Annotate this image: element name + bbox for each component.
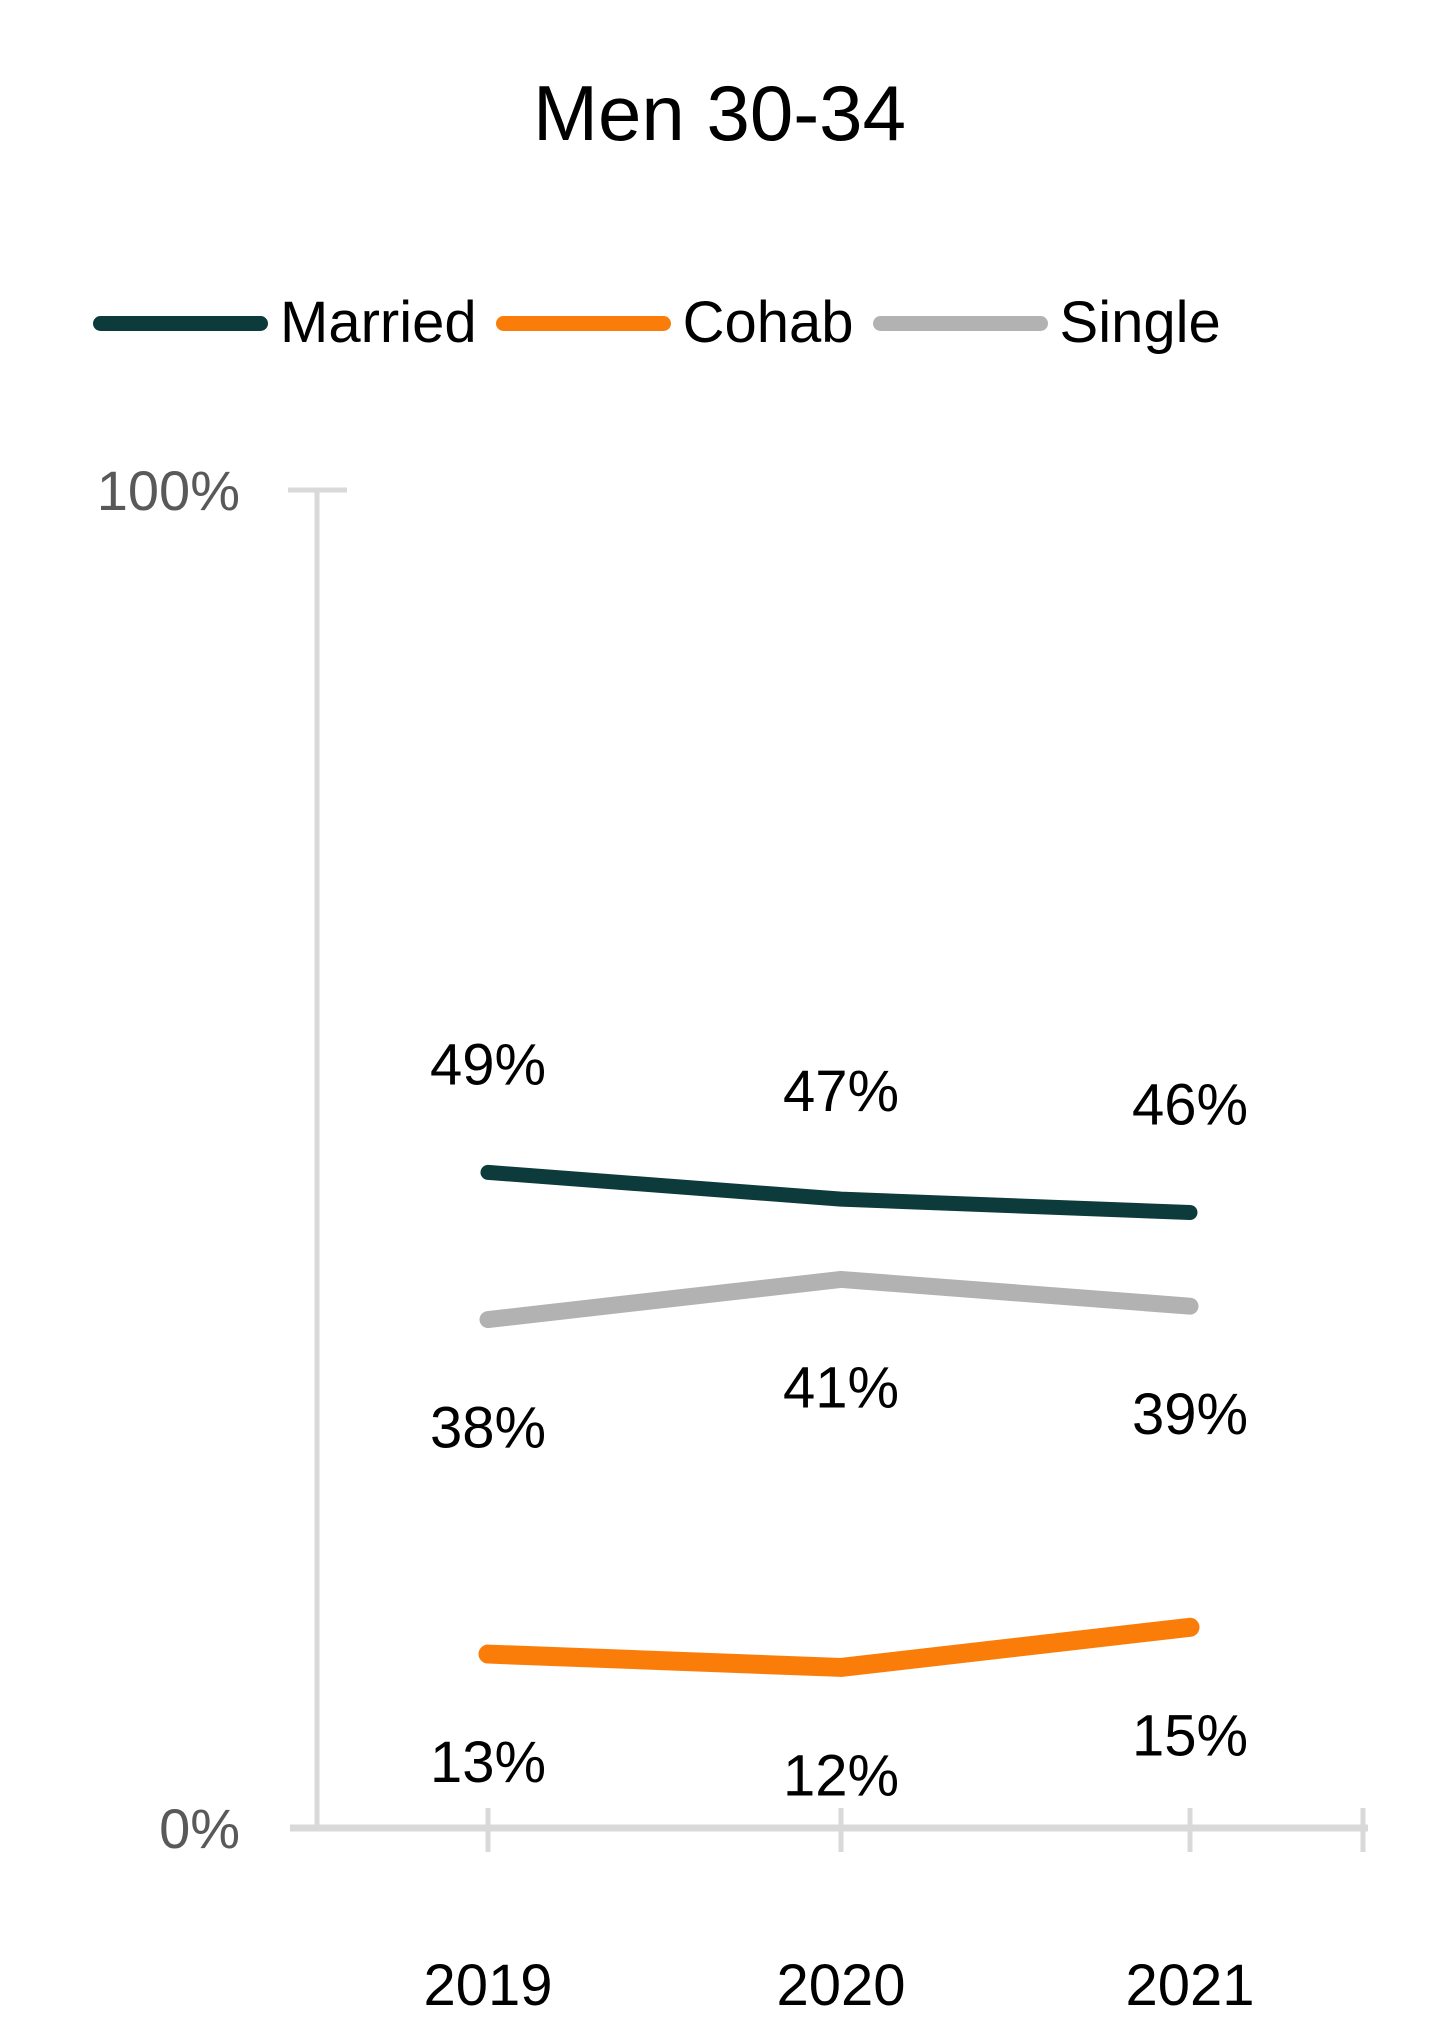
data-label-married-2021: 46%: [1132, 1073, 1248, 1138]
series-line-cohab: [478, 1617, 1200, 1677]
data-label-cohab-2021: 15%: [1132, 1703, 1248, 1768]
data-label-cohab-2019: 13%: [430, 1730, 546, 1795]
legend-item-single: Single: [872, 288, 1240, 358]
data-label-married-2019: 49%: [430, 1032, 546, 1097]
series-line-single: [479, 1270, 1199, 1329]
legend-item-married: Married: [93, 288, 496, 358]
married-line-swatch-icon: [93, 315, 268, 331]
series-line-married: [480, 1164, 1198, 1221]
legend-label-married: Married: [280, 290, 477, 355]
data-label-single-2021: 39%: [1132, 1382, 1248, 1447]
legend-label-cohab: Cohab: [682, 290, 854, 355]
x-axis-label-2021: 2021: [1125, 1953, 1254, 2018]
x-axis-label-2020: 2020: [776, 1953, 905, 2018]
data-label-single-2019: 38%: [430, 1396, 546, 1461]
y-axis-label-0: 0%: [159, 1797, 240, 1860]
legend-item-cohab: Cohab: [495, 288, 873, 358]
chart-title: Men 30-34: [533, 69, 906, 157]
y-axis-label-100: 100%: [97, 459, 240, 522]
x-axis-label-2019: 2019: [423, 1953, 552, 2018]
data-label-cohab-2020: 12%: [783, 1743, 899, 1808]
single-line-swatch-icon: [872, 315, 1048, 331]
legend-label-single: Single: [1059, 290, 1221, 355]
cohab-line-swatch-icon: [495, 315, 671, 331]
data-label-single-2020: 41%: [783, 1355, 899, 1420]
legend: Married Cohab Single: [93, 288, 1240, 358]
data-label-married-2020: 47%: [783, 1059, 899, 1124]
